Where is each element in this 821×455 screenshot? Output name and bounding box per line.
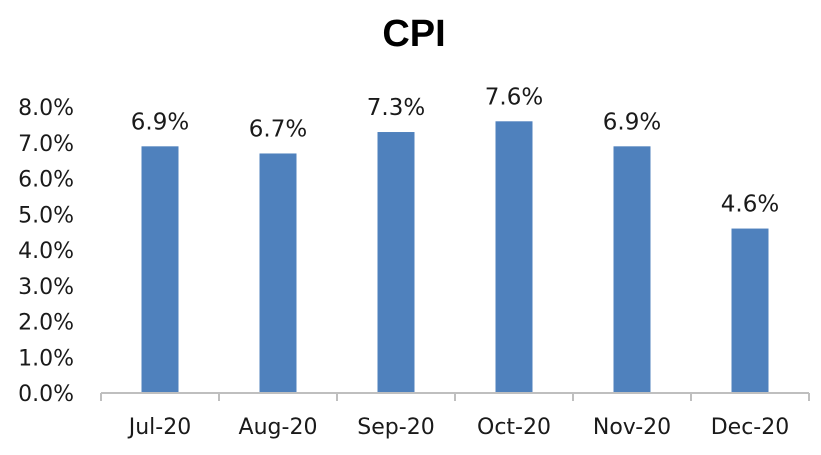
bar-jul-20 xyxy=(141,146,179,393)
x-category-label: Dec-20 xyxy=(711,415,790,440)
y-tick-label: 6.0% xyxy=(18,168,74,193)
data-label: 7.3% xyxy=(367,95,425,121)
y-tick-label: 8.0% xyxy=(18,96,74,121)
x-axis-category-labels: Jul-20 Aug-20 Sep-20 Oct-20 Nov-20 Dec-20 xyxy=(127,415,790,440)
y-tick-label: 2.0% xyxy=(18,311,74,336)
data-label: 6.9% xyxy=(131,109,189,135)
y-tick-label: 1.0% xyxy=(18,346,74,371)
data-label: 6.7% xyxy=(249,116,307,142)
chart-title: CPI xyxy=(382,13,445,55)
bar-sep-20 xyxy=(377,132,415,393)
bars-group xyxy=(141,121,769,394)
x-axis xyxy=(100,392,810,401)
y-tick-label: 0.0% xyxy=(18,382,74,407)
data-label: 7.6% xyxy=(485,84,543,110)
bar-dec-20 xyxy=(731,228,769,393)
bar-oct-20 xyxy=(495,121,533,394)
x-category-label: Nov-20 xyxy=(593,415,671,440)
x-category-label: Aug-20 xyxy=(239,415,318,440)
y-tick-label: 5.0% xyxy=(18,203,74,228)
y-tick-label: 3.0% xyxy=(18,275,74,300)
x-category-label: Oct-20 xyxy=(477,415,551,440)
data-labels-group: 6.9% 6.7% 7.3% 7.6% 6.9% 4.6% xyxy=(131,84,779,217)
y-axis-ticks: 0.0% 1.0% 2.0% 3.0% 4.0% 5.0% 6.0% 7.0% 8.0% xyxy=(18,96,74,407)
data-label: 4.6% xyxy=(721,192,779,218)
bar-aug-20 xyxy=(259,153,297,393)
y-tick-label: 7.0% xyxy=(18,132,74,157)
data-label: 6.9% xyxy=(603,109,661,135)
bar-nov-20 xyxy=(613,146,651,393)
y-tick-label: 4.0% xyxy=(18,239,74,264)
x-category-label: Jul-20 xyxy=(127,415,191,440)
x-category-label: Sep-20 xyxy=(357,415,434,440)
